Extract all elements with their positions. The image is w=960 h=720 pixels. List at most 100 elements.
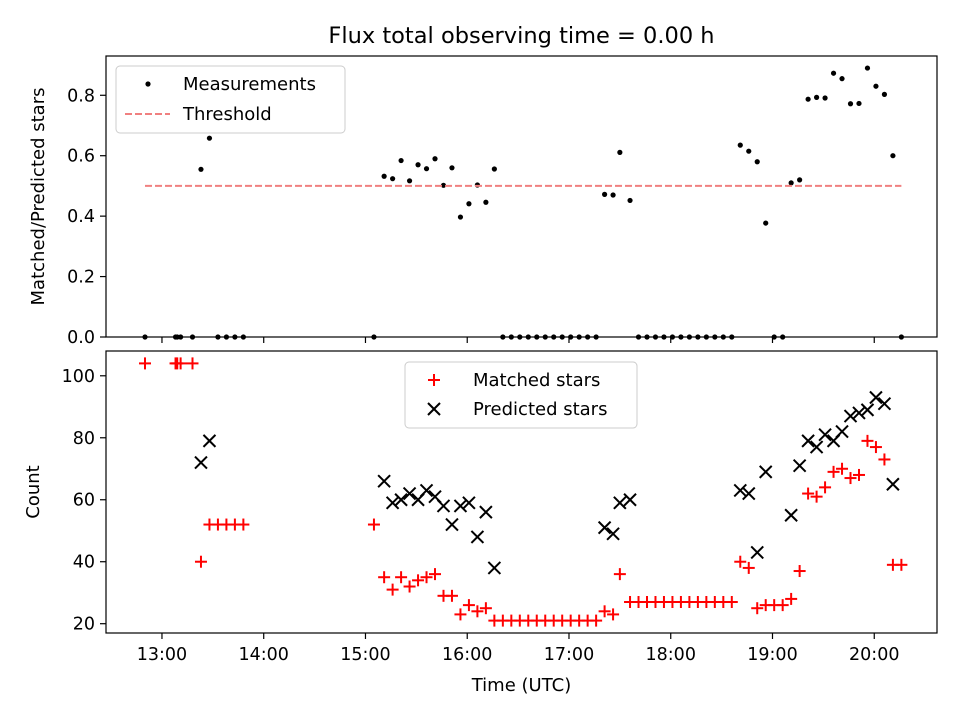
matched-star-point [613,568,626,581]
matched-star-point [607,608,620,621]
measurement-point [839,76,845,82]
bottom-y-tick-label: 80 [73,429,95,449]
x-tick-label: 13:00 [137,645,187,665]
bottom-legend-box [404,361,638,429]
predicted-star-point [860,403,875,417]
matched-star-point [776,599,789,612]
predicted-star-point [623,493,637,507]
predicted-star-point [801,434,815,448]
matched-star-point [785,592,798,605]
top-y-tick-label: 0.8 [67,86,95,106]
matched-star-point [378,571,391,584]
matched-star-point [852,468,865,481]
predicted-star-point [613,496,627,510]
bottom-axis-ticks: 13:00 14:00 15:00 16:00 17:00 18:00 19:00 20:00… [62,367,900,665]
bottom-y-tick-label: 100 [62,367,95,387]
matched-star-point [819,481,832,494]
predicted-star-point [742,486,756,501]
x-axis-label: Time (UTC) [471,675,572,696]
top-y-tick-label: 0.4 [67,207,95,227]
top-y-tick-label: 0.6 [67,147,95,167]
bottom-y-axis-label: Count [23,465,44,518]
matched-star-point [429,568,442,581]
matched-star-point [869,441,882,454]
x-tick-label: 16:00 [442,645,492,665]
bottom-axes-frame [105,350,938,634]
matched-star-point [734,555,747,568]
bottom-plot-marks [139,357,908,627]
measurement-point [746,148,752,154]
predicted-star-point [792,458,807,473]
predicted-star-point [835,424,849,439]
top-y-tick-label: 0.0 [67,328,95,348]
measurement-point [483,199,489,205]
predicted-star-point [479,505,493,519]
matched-star-point [445,589,458,602]
legend-threshold-label: Threshold [182,104,272,125]
top-y-axis-label: Matched/Predicted stars [28,88,49,306]
matched-star-point [186,357,199,370]
predicted-star-point [733,483,747,498]
top-y-tick-label: 0.2 [67,268,95,288]
predicted-star-point [750,545,764,560]
measurement-point [406,178,413,184]
matched-star-point [878,453,891,466]
matched-star-point [412,574,425,587]
predicted-star-point [606,527,620,541]
legend-measurements-marker [145,81,151,87]
predicted-star-point [394,493,408,507]
matched-star-point [403,580,416,593]
matched-star-point [386,583,399,596]
matched-star-point [827,465,840,478]
matched-star-point [810,490,823,503]
x-tick-label: 18:00 [646,645,696,665]
matched-star-point [751,602,764,615]
predicted-star-point [869,390,883,405]
x-tick-label: 14:00 [239,645,289,665]
measurement-point [440,182,447,188]
measurement-point [847,101,854,107]
measurement-point [398,157,404,164]
predicted-star-point [445,517,459,532]
matched-star-point [861,434,874,447]
matched-star-point [395,571,408,584]
predicted-star-point [818,427,832,442]
matched-star-point [590,614,603,627]
measurement-point [805,96,811,102]
matched-star-point [725,596,738,609]
predicted-star-point [453,499,468,513]
top-legend-box [115,65,346,134]
top-axis-ticks: 0.0 0.2 0.4 0.6 0.8 [67,86,875,348]
matched-star-point [367,518,380,531]
measurement-point [788,180,794,186]
matched-star-point [471,605,484,618]
x-tick-label: 19:00 [747,645,797,665]
measurement-point [432,156,438,162]
measurement-point [206,135,213,141]
measurement-point [822,95,828,101]
matched-star-point [598,605,611,618]
bottom-y-tick-label: 60 [73,491,95,511]
matched-star-point [174,357,187,370]
measurement-point [881,91,888,97]
measurement-point [491,166,497,172]
measurement-point [381,173,387,179]
bottom-panel: 13:00 14:00 15:00 16:00 17:00 18:00 19:00 20:00… [23,350,938,696]
predicted-star-point [377,474,391,488]
predicted-star-point [402,486,417,501]
legend-matched-label: Matched stars [473,370,600,391]
matched-star-point [802,487,815,500]
measurement-point [610,192,616,198]
measurement-point [390,176,396,182]
matched-star-point [139,357,152,370]
measurement-point [449,165,455,171]
legend-predicted-marker [427,402,441,416]
predicted-star-point [419,483,434,498]
measurement-point [737,142,743,148]
predicted-star-point [784,508,798,522]
matched-star-point [462,599,475,612]
legend-matched-marker [428,374,440,386]
matched-star-point [895,558,908,571]
matched-star-point [479,602,492,615]
bottom-legend: Matched stars Predicted stars [404,361,638,429]
